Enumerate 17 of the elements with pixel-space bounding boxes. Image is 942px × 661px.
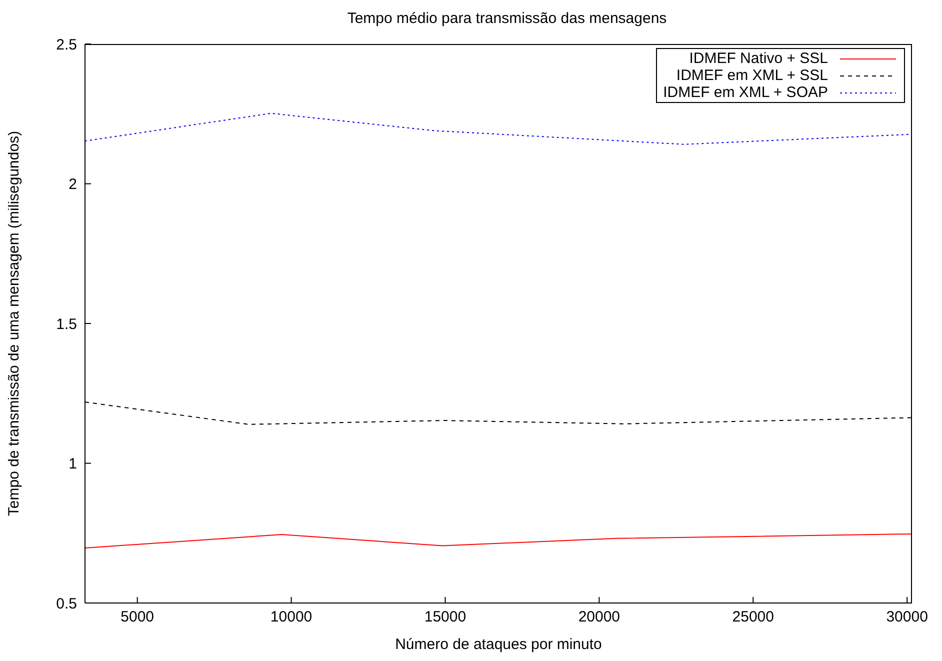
x-tick-label: 30000 bbox=[886, 608, 928, 626]
x-tick-label: 25000 bbox=[732, 608, 774, 626]
legend-label: IDMEF em XML + SOAP bbox=[663, 84, 828, 101]
legend-label: IDMEF Nativo + SSL bbox=[689, 50, 828, 67]
line-series bbox=[85, 533, 912, 548]
x-tick-label: 15000 bbox=[424, 608, 466, 626]
x-tick-label: 10000 bbox=[270, 608, 312, 626]
x-tick-label: 20000 bbox=[578, 608, 620, 626]
chart-title: Tempo médio para transmissão das mensagens bbox=[346, 10, 668, 27]
legend-label: IDMEF em XML + SSL bbox=[676, 67, 828, 84]
x-axis-title: Número de ataques por minuto bbox=[395, 636, 602, 653]
x-tick-label: 5000 bbox=[120, 608, 154, 626]
y-tick-label: 1 bbox=[68, 456, 77, 473]
y-tick-label: 0.5 bbox=[56, 595, 77, 612]
y-tick-label: 2 bbox=[68, 176, 77, 194]
y-tick-label: 1.5 bbox=[56, 316, 77, 333]
y-tick-label: 2.5 bbox=[56, 36, 77, 54]
